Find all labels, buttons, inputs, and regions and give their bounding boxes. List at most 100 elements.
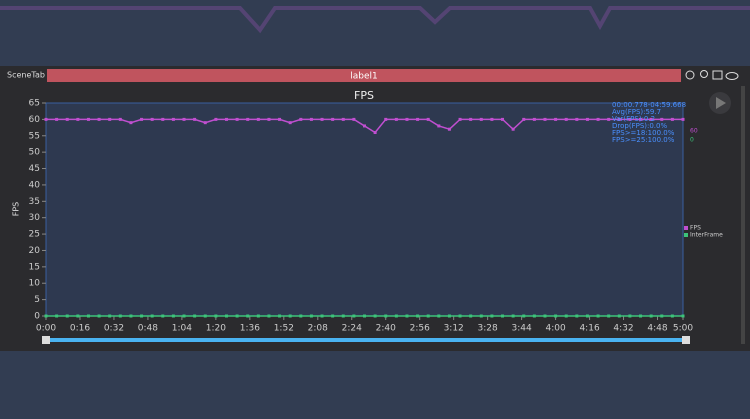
x-tick-label: 2:56 bbox=[410, 324, 430, 334]
stat-line: Var(FPS):0.2 bbox=[612, 115, 655, 123]
point bbox=[352, 117, 356, 121]
point bbox=[278, 314, 282, 318]
point bbox=[65, 314, 69, 318]
point bbox=[458, 117, 462, 121]
point bbox=[416, 314, 420, 318]
point bbox=[86, 117, 90, 121]
point bbox=[341, 117, 345, 121]
point bbox=[55, 117, 59, 121]
range-slider[interactable] bbox=[48, 338, 684, 342]
point bbox=[596, 314, 600, 318]
y-tick-label: 65 bbox=[29, 99, 40, 109]
point bbox=[331, 314, 335, 318]
current-value: 0 bbox=[690, 137, 694, 144]
y-tick-label: 20 bbox=[29, 246, 41, 256]
point bbox=[309, 314, 313, 318]
point bbox=[596, 117, 600, 121]
point bbox=[118, 117, 122, 121]
point bbox=[607, 314, 611, 318]
legend-label: InterFrame bbox=[690, 232, 723, 239]
point bbox=[150, 117, 154, 121]
x-tick-label: 5:00 bbox=[673, 324, 693, 334]
point bbox=[564, 117, 568, 121]
point bbox=[479, 117, 483, 121]
x-tick-label: 0:48 bbox=[138, 324, 158, 334]
x-tick-label: 1:20 bbox=[206, 324, 226, 334]
top-band bbox=[0, 0, 750, 62]
point bbox=[55, 314, 59, 318]
point bbox=[437, 314, 441, 318]
legend-swatch bbox=[684, 233, 688, 237]
point bbox=[458, 314, 462, 318]
point bbox=[469, 314, 473, 318]
stat-line: 00:00.778-04:59.668 bbox=[612, 101, 686, 109]
point bbox=[161, 314, 165, 318]
point bbox=[193, 117, 197, 121]
point bbox=[363, 314, 366, 318]
point bbox=[278, 117, 282, 121]
point bbox=[554, 314, 558, 318]
y-tick-label: 0 bbox=[34, 312, 40, 322]
x-tick-label: 1:36 bbox=[240, 324, 260, 334]
y-tick-label: 50 bbox=[29, 148, 41, 158]
scrollbar[interactable] bbox=[741, 86, 745, 344]
point bbox=[140, 314, 144, 318]
point bbox=[97, 117, 101, 121]
point bbox=[182, 314, 186, 318]
point bbox=[511, 127, 515, 131]
tab-label[interactable]: SceneTab bbox=[7, 71, 45, 80]
point bbox=[224, 314, 228, 318]
point bbox=[299, 314, 303, 318]
point bbox=[363, 124, 366, 128]
point bbox=[267, 314, 271, 318]
icon-cloud[interactable] bbox=[725, 72, 739, 80]
point bbox=[681, 117, 685, 121]
point bbox=[447, 127, 451, 131]
point bbox=[256, 117, 260, 121]
point bbox=[617, 314, 621, 318]
x-tick-label: 0:00 bbox=[36, 324, 56, 334]
point bbox=[384, 117, 388, 121]
y-tick-label: 25 bbox=[29, 230, 40, 240]
point bbox=[203, 121, 207, 125]
point bbox=[660, 314, 664, 318]
point bbox=[575, 117, 579, 121]
icon-folder[interactable] bbox=[712, 70, 723, 80]
x-tick-label: 3:28 bbox=[478, 324, 498, 334]
point bbox=[543, 117, 547, 121]
point bbox=[394, 117, 398, 121]
y-tick-label: 30 bbox=[29, 213, 41, 223]
y-tick-label: 55 bbox=[29, 131, 40, 141]
point bbox=[373, 314, 377, 318]
point bbox=[129, 121, 133, 125]
point bbox=[490, 314, 494, 318]
point bbox=[97, 314, 101, 318]
x-tick-label: 3:44 bbox=[512, 324, 532, 334]
icon-bulb[interactable] bbox=[700, 70, 708, 78]
point bbox=[299, 117, 303, 121]
y-tick-label: 45 bbox=[29, 164, 40, 174]
point bbox=[532, 117, 536, 121]
point bbox=[522, 117, 526, 121]
point bbox=[108, 314, 112, 318]
blurred-trace bbox=[0, 6, 750, 34]
x-tick-label: 1:52 bbox=[274, 324, 294, 334]
slider-handle-left[interactable] bbox=[42, 336, 50, 344]
slider-handle-right[interactable] bbox=[682, 336, 690, 344]
point bbox=[426, 314, 430, 318]
point bbox=[437, 124, 441, 128]
icon-pin[interactable] bbox=[685, 70, 695, 80]
point bbox=[649, 314, 653, 318]
point bbox=[76, 117, 80, 121]
scene-bar[interactable] bbox=[47, 69, 681, 82]
x-tick-label: 1:04 bbox=[172, 324, 192, 334]
point bbox=[447, 314, 451, 318]
x-tick-label: 4:16 bbox=[579, 324, 599, 334]
point bbox=[384, 314, 388, 318]
x-tick-label: 4:48 bbox=[647, 324, 667, 334]
y-tick-label: 60 bbox=[29, 115, 41, 125]
point bbox=[44, 117, 48, 121]
point bbox=[235, 314, 239, 318]
point bbox=[320, 117, 324, 121]
